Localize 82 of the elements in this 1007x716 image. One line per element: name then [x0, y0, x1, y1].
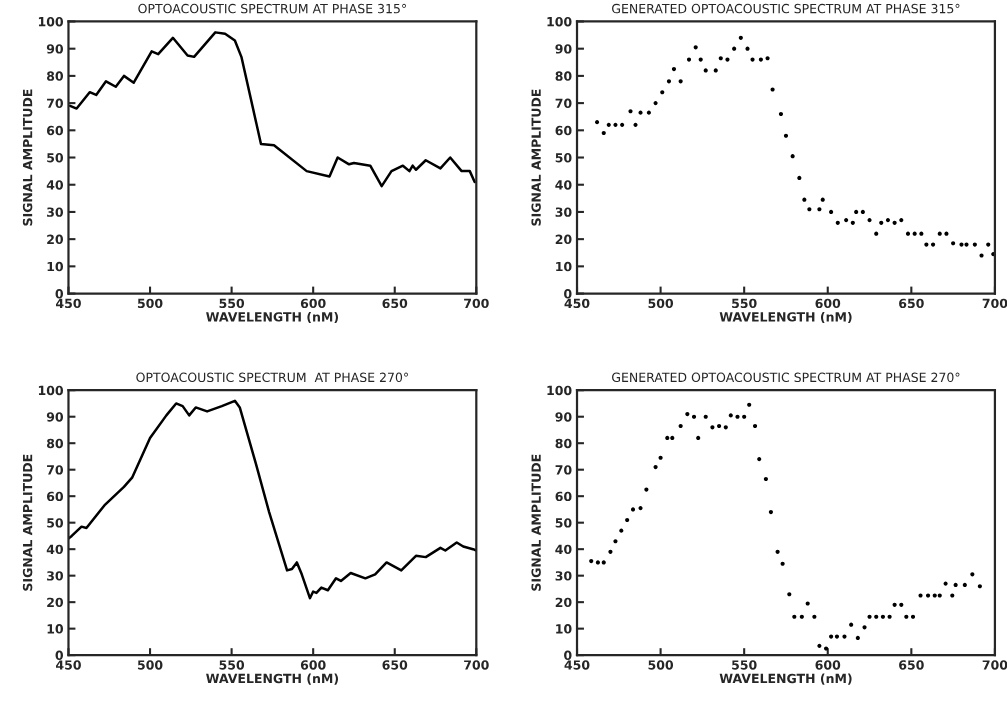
y-tick-label: 90 — [555, 412, 572, 422]
y-tick-label: 10 — [556, 624, 572, 634]
x-tick-label: 650 — [899, 298, 924, 309]
x-axis-title: WAVELENGTH (nM) — [719, 311, 852, 324]
y-tick-label: 50 — [555, 152, 572, 163]
x-tick-label: 550 — [219, 298, 245, 309]
x-tick-label: 650 — [382, 660, 408, 670]
y-tick-label: 100 — [38, 16, 64, 27]
y-tick-label: 60 — [47, 125, 64, 136]
x-tick-label: 600 — [815, 660, 841, 670]
y-tick-label: 30 — [47, 207, 64, 217]
y-tick-label: 60 — [555, 491, 572, 502]
y-tick-label: 50 — [47, 518, 64, 528]
x-tick-label: 550 — [219, 660, 245, 670]
y-tick-label: 0 — [564, 289, 572, 299]
x-tick-label: 700 — [982, 298, 1007, 309]
x-axis-title: WAVELENGTH (nM) — [206, 311, 339, 324]
x-tick-label: 650 — [899, 660, 924, 670]
y-tick-label: 80 — [555, 71, 572, 81]
y-tick-label: 40 — [555, 180, 572, 190]
y-axis-title: SIGNAL AMPLITUDE — [531, 89, 541, 226]
x-tick-label: 700 — [464, 298, 489, 309]
x-tick-label: 500 — [648, 298, 674, 309]
y-tick-label: 100 — [38, 385, 64, 396]
y-tick-label: 90 — [46, 44, 64, 54]
y-axis-title: SIGNAL AMPLITUDE — [531, 454, 541, 591]
y-tick-label: 70 — [555, 98, 572, 109]
x-tick-label: 700 — [982, 660, 1007, 670]
chart-title: GENERATED OPTOACOUSTIC SPECTRUM AT PHASE 315° — [612, 3, 960, 14]
x-tick-label: 550 — [732, 660, 757, 670]
y-tick-label: 80 — [555, 438, 572, 449]
y-axis-title: SIGNAL AMPLITUDE — [22, 89, 33, 226]
y-axis-title: SIGNAL AMPLITUDE — [22, 454, 33, 591]
y-tick-label: 10 — [556, 261, 572, 272]
x-tick-label: 450 — [55, 660, 81, 670]
x-tick-label: 600 — [815, 298, 841, 309]
x-tick-label: 550 — [732, 298, 757, 309]
y-tick-label: 0 — [55, 289, 64, 299]
y-tick-label: 30 — [555, 207, 572, 217]
y-tick-label: 100 — [547, 16, 572, 27]
y-tick-label: 70 — [47, 98, 64, 109]
x-tick-label: 500 — [648, 660, 674, 670]
x-tick-label: 450 — [55, 298, 81, 309]
x-tick-label: 500 — [137, 298, 163, 309]
y-tick-label: 70 — [47, 465, 64, 475]
y-tick-label: 50 — [555, 518, 572, 528]
chart-title: GENERATED OPTOACOUSTIC SPECTRUM AT PHASE 270° — [612, 372, 960, 383]
y-tick-label: 70 — [555, 465, 572, 475]
chart-title: OPTOACOUSTIC SPECTRUM AT PHASE 315° — [138, 3, 406, 14]
y-tick-label: 50 — [47, 152, 64, 163]
y-tick-label: 30 — [555, 571, 572, 581]
x-axis-title: WAVELENGTH (nM) — [719, 673, 852, 685]
x-tick-label: 700 — [464, 660, 489, 670]
y-tick-label: 60 — [555, 125, 572, 136]
y-tick-label: 20 — [555, 234, 572, 245]
y-tick-label: 90 — [46, 412, 64, 422]
y-tick-label: 10 — [47, 624, 64, 634]
y-tick-label: 0 — [564, 650, 572, 661]
y-tick-label: 30 — [47, 571, 64, 581]
y-tick-label: 60 — [47, 491, 64, 502]
x-axis-title: WAVELENGTH (nM) — [206, 673, 339, 685]
x-tick-label: 650 — [382, 298, 408, 309]
y-tick-label: 40 — [555, 544, 572, 555]
y-tick-label: 100 — [547, 385, 572, 396]
line-series — [68, 399, 477, 600]
x-tick-label: 450 — [564, 298, 590, 309]
y-tick-label: 80 — [46, 438, 64, 449]
chart-title: OPTOACOUSTIC SPECTRUM AT PHASE 270° — [136, 372, 408, 383]
y-tick-label: 40 — [46, 180, 64, 190]
y-tick-label: 20 — [47, 597, 64, 608]
y-tick-label: 90 — [555, 44, 572, 54]
y-tick-label: 0 — [55, 650, 64, 661]
x-tick-label: 600 — [300, 660, 326, 670]
y-tick-label: 40 — [46, 544, 64, 555]
line-series — [68, 31, 476, 188]
y-tick-label: 10 — [47, 261, 64, 272]
y-tick-label: 20 — [47, 234, 64, 245]
x-tick-label: 500 — [137, 660, 163, 670]
x-tick-label: 450 — [564, 660, 590, 670]
y-tick-label: 80 — [46, 71, 64, 81]
x-tick-label: 600 — [300, 298, 326, 309]
y-tick-label: 20 — [555, 597, 572, 608]
